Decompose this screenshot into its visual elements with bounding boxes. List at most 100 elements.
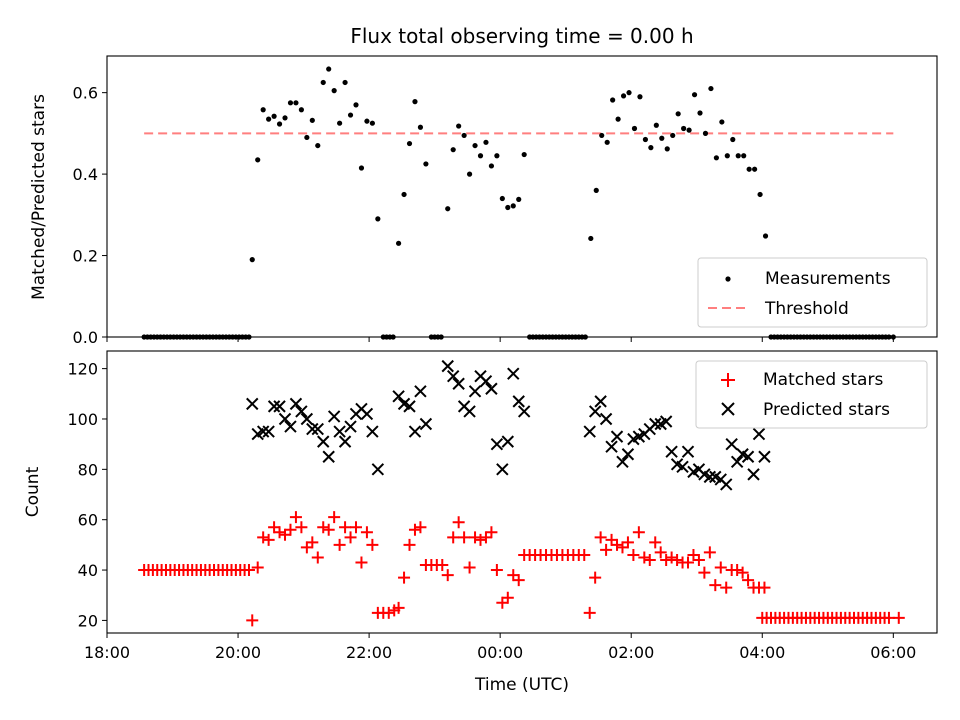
matched-stars-point (300, 541, 313, 554)
predicted-stars-point (289, 397, 303, 411)
measurement-point (670, 132, 676, 139)
predicted-stars-point (621, 448, 635, 461)
predicted-stars-point (490, 437, 504, 451)
matched-stars-point (605, 533, 618, 546)
predicted-stars-point (419, 417, 433, 431)
predicted-stars-point (665, 445, 678, 458)
predicted-stars-point (267, 400, 281, 413)
top-y-tick-label: 0.6 (73, 84, 98, 103)
predicted-stars-point (512, 395, 525, 408)
predicted-stars-point (441, 359, 454, 373)
predicted-stars-point (468, 385, 482, 398)
measurement-point (293, 100, 299, 106)
matched-stars-point (490, 564, 503, 577)
measurement-point (499, 195, 505, 202)
measurement-point (510, 203, 516, 209)
predicted-stars-point (485, 382, 498, 395)
matched-stars-point (398, 571, 411, 584)
matched-stars-point (392, 601, 405, 614)
matched-stars-point (649, 536, 662, 549)
measurement-point (246, 334, 252, 340)
bottom-y-tick-label: 80 (78, 460, 98, 479)
matched-stars-point (289, 511, 302, 524)
bottom-axes: 20 40 60 80 100 120 18:00 20:00 22:00 00:00 02:00… (67, 350, 938, 662)
bottom-y-tick-label: 120 (67, 360, 98, 379)
matched-stars-point (736, 566, 749, 579)
predicted-stars-point (371, 463, 385, 476)
bottom-y-tick-label: 20 (78, 611, 98, 630)
predicted-stars-point (517, 405, 531, 418)
measurement-point (461, 132, 467, 139)
matched-stars-point (611, 538, 624, 551)
predicted-stars-point (730, 455, 744, 468)
predicted-stars-point (300, 412, 314, 426)
matched-stars-point (600, 543, 613, 556)
measurement-point (282, 115, 288, 121)
top-legend: Measurements Threshold (697, 257, 928, 328)
measurement-point (456, 123, 462, 129)
predicted-stars-point (256, 425, 270, 438)
measurement-point (477, 153, 484, 159)
matched-stars-point (317, 521, 330, 534)
bottom-x-tick-label: 02:00 (608, 643, 654, 662)
matched-stars-point (654, 546, 667, 559)
measurement-point (719, 119, 725, 125)
measurement-point (326, 66, 332, 72)
measurement-point (642, 136, 649, 143)
predicted-stars-point (306, 422, 319, 436)
bottom-y-axis-label: Count (23, 466, 43, 517)
predicted-stars-point (659, 415, 673, 428)
measurement-point (615, 116, 621, 122)
measurement-point (347, 112, 354, 118)
matched-stars-point (632, 526, 645, 539)
matched-stars-point (643, 553, 656, 566)
matched-stars-point (295, 521, 308, 534)
matched-stars-point (246, 614, 259, 627)
predicted-stars-point (278, 412, 292, 426)
matched-stars-point (447, 531, 460, 544)
measurement-point (735, 153, 741, 159)
predicted-stars-point (366, 425, 379, 438)
measurement-point (505, 204, 511, 211)
matched-stars-point (469, 531, 482, 544)
bottom-y-tick-label: 100 (67, 410, 98, 429)
bottom-y-tick-label: 60 (78, 511, 98, 530)
predicted-stars-point (284, 420, 297, 433)
matched-stars-point (242, 564, 255, 577)
measurement-point (287, 100, 294, 106)
matched-stars-point (408, 523, 421, 536)
predicted-stars-point (414, 385, 427, 398)
predicted-stars-point (311, 422, 324, 436)
matched-stars-point (594, 531, 607, 544)
predicted-stars-point (676, 460, 689, 474)
predicted-stars-point (758, 450, 771, 463)
matched-stars-point (441, 569, 454, 582)
matched-stars-point (284, 523, 297, 536)
matched-stars-point (452, 516, 465, 529)
predicted-stars-point (605, 440, 618, 453)
matched-stars-point (382, 606, 395, 619)
matched-stars-point (322, 523, 335, 536)
predicted-stars-point (703, 470, 717, 484)
matched-stars-point (360, 526, 373, 539)
predicted-stars-point (594, 395, 607, 408)
measurement-point (304, 134, 310, 141)
top-axes-frame (106, 55, 938, 338)
measurement-point (610, 97, 616, 103)
measurement-point (599, 132, 605, 139)
predicted-stars-point (452, 377, 465, 390)
matched-stars-point (458, 531, 471, 544)
matched-stars-point (251, 561, 264, 574)
matched-stars-point (262, 533, 275, 546)
predicted-stars-point (507, 367, 520, 380)
predicted-stars-point (338, 435, 352, 448)
legend-measurements-marker (725, 276, 731, 282)
measurement-point (260, 107, 266, 113)
measurement-point (331, 88, 337, 94)
measurement-point (582, 334, 588, 340)
matched-stars-point (479, 531, 492, 544)
matched-stars-point (344, 531, 357, 544)
matched-stars-point (892, 611, 905, 624)
